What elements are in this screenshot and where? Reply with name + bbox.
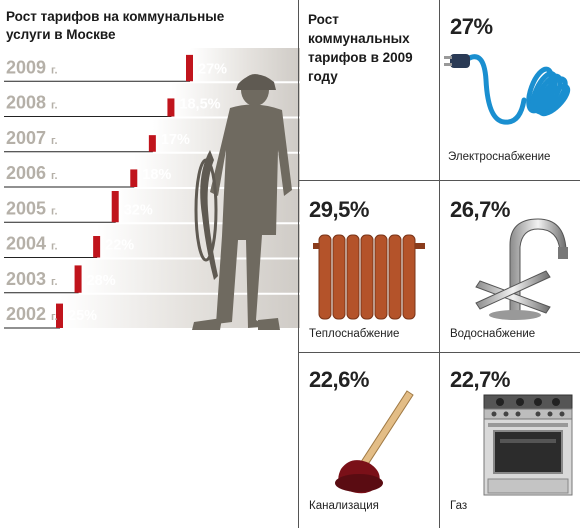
gas-stove-icon xyxy=(483,394,573,496)
service-electricity-label: Электроснабжение xyxy=(448,151,551,163)
year-label-2006: 2006 г. xyxy=(6,163,58,183)
chart-title: Рост тарифов на коммунальные услуги в Мо… xyxy=(6,9,225,42)
year-label-2005: 2005 г. xyxy=(6,198,58,218)
year-label-2008: 2008 г. xyxy=(6,93,58,113)
bar-2005 xyxy=(111,191,119,223)
stair-step xyxy=(190,48,300,82)
value-label-2005: 32% xyxy=(124,202,153,218)
service-electricity-pct: 27% xyxy=(450,14,493,39)
services-grid: Рост коммунальных тарифов в 2009 году 27… xyxy=(298,0,580,528)
year-label-2002: 2002 г. xyxy=(6,304,58,324)
services-title: Рост коммунальных тарифов в 2009 году xyxy=(308,12,413,84)
service-water: 26,7% Водоснабжение xyxy=(440,181,580,352)
bar-2002 xyxy=(56,303,63,328)
service-heating-pct: 29,5% xyxy=(309,197,369,222)
bar-2009 xyxy=(186,54,193,82)
value-label-2002: 25% xyxy=(68,308,97,324)
bar-2003 xyxy=(74,265,82,293)
value-label-2009: 27% xyxy=(198,61,227,77)
value-label-2004: 22% xyxy=(105,238,134,254)
service-electricity: 27% Электроснабжение xyxy=(440,0,580,180)
service-gas-label: Газ xyxy=(450,500,468,512)
service-sewage: 22,6% Канализация xyxy=(299,353,439,528)
radiator-icon xyxy=(313,234,425,320)
value-label-2007: 17% xyxy=(161,132,190,148)
year-label-2009: 2009 г. xyxy=(6,57,58,77)
value-label-2008: 18,5% xyxy=(179,97,220,113)
service-heating-label: Теплоснабжение xyxy=(309,328,400,340)
service-gas-pct: 22,7% xyxy=(450,367,510,392)
service-gas: 22,7% Газ xyxy=(440,353,580,528)
stair-step xyxy=(78,259,300,293)
bar-2008 xyxy=(167,98,175,117)
faucet-icon xyxy=(475,218,568,320)
year-label-2003: 2003 г. xyxy=(6,269,58,289)
year-label-2007: 2007 г. xyxy=(6,128,58,148)
bar-2006 xyxy=(130,169,138,187)
service-heating: 29,5% Теплоснабжение xyxy=(299,181,439,352)
bar-2007 xyxy=(148,135,156,152)
service-sewage-label: Канализация xyxy=(309,500,379,512)
plunger-icon xyxy=(335,390,414,494)
tariff-staircase-chart: 2009 г. 27% 2008 г. 18,5% 2007 г. 17% 2006 г. 1… xyxy=(4,48,300,330)
power-cord-icon xyxy=(444,54,571,125)
year-label-2004: 2004 г. xyxy=(6,234,58,254)
value-label-2006: 18% xyxy=(142,167,171,183)
service-sewage-pct: 22,6% xyxy=(309,367,369,392)
bar-2004 xyxy=(93,236,101,258)
service-water-label: Водоснабжение xyxy=(450,328,536,340)
service-water-pct: 26,7% xyxy=(450,197,510,222)
value-label-2003: 28% xyxy=(87,273,116,289)
worker-silhouette-icon xyxy=(192,74,292,330)
